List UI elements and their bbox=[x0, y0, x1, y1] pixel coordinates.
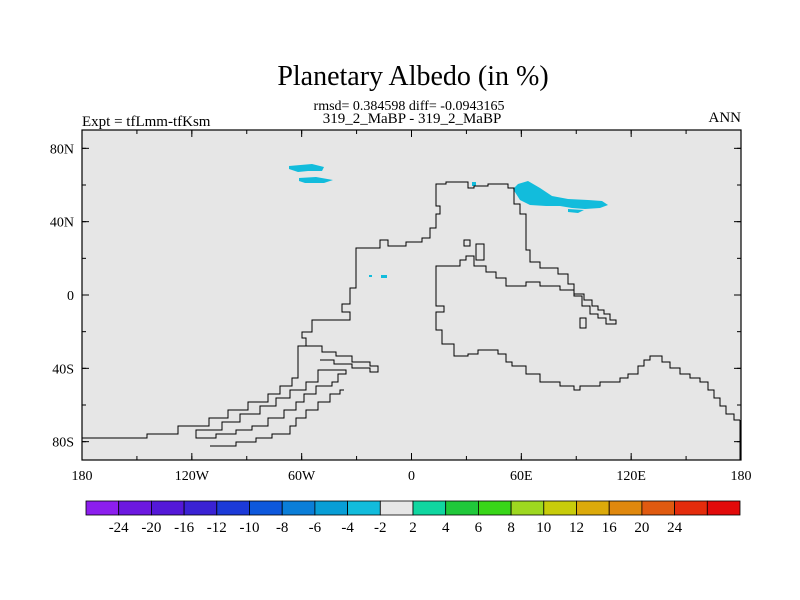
y-tick-label: 80N bbox=[50, 142, 74, 157]
colorbar-swatch bbox=[510, 500, 545, 516]
colorbar-label: 16 bbox=[602, 520, 618, 536]
colorbar-swatch bbox=[347, 500, 381, 516]
y-tick-label: 40N bbox=[50, 216, 74, 231]
lake-small bbox=[463, 239, 471, 247]
x-tick-label: 0 bbox=[408, 469, 415, 484]
anomaly-patch bbox=[513, 181, 608, 209]
colorbar-label: -8 bbox=[276, 520, 289, 536]
colorbar-swatch bbox=[249, 500, 283, 516]
season-label: ANN bbox=[709, 110, 742, 126]
x-tick-label: 180 bbox=[72, 469, 93, 484]
colorbar-swatch bbox=[543, 500, 577, 516]
colorbar: -24 -20 -16 -12 -10 -8 -6 -4 -2 2 4 6 8 10 12 16 20 24 bbox=[85, 500, 741, 536]
anomaly-patch bbox=[568, 209, 584, 213]
colorbar-label: 8 bbox=[507, 520, 515, 536]
inland-sea bbox=[475, 243, 485, 261]
x-tick-label: 120W bbox=[175, 469, 210, 484]
x-tick-label: 60E bbox=[510, 469, 533, 484]
colorbar-label: -4 bbox=[341, 520, 354, 536]
colorbar-label: -12 bbox=[207, 520, 227, 536]
y-tick-label: 0 bbox=[67, 289, 74, 304]
map-background bbox=[82, 130, 741, 460]
colorbar-label: 6 bbox=[475, 520, 483, 536]
colorbar-label: -16 bbox=[174, 520, 194, 536]
colorbar-label: 20 bbox=[634, 520, 649, 536]
colorbar-label: 24 bbox=[667, 520, 683, 536]
colorbar-swatch bbox=[183, 500, 218, 516]
coastlines bbox=[82, 181, 741, 460]
colorbar-label: 4 bbox=[442, 520, 450, 536]
colorbar-swatch bbox=[118, 500, 152, 516]
colorbar-swatch bbox=[314, 500, 348, 516]
colorbar-swatch bbox=[706, 500, 741, 516]
map-axes: 180 120W 60W 0 60E 120E 180 80N 40N 0 40S 80S bbox=[50, 130, 752, 484]
case-line: 319_2_MaBP - 319_2_MaBP bbox=[323, 111, 502, 127]
colorbar-label: -6 bbox=[309, 520, 322, 536]
colorbar-label: -10 bbox=[240, 520, 260, 536]
colorbar-swatch bbox=[477, 500, 512, 516]
colorbar-swatch bbox=[608, 500, 643, 516]
x-tick-label: 180 bbox=[731, 469, 752, 484]
island-east bbox=[579, 317, 587, 329]
colorbar-swatch bbox=[150, 500, 185, 516]
colorbar-swatch bbox=[85, 500, 120, 516]
x-tick-label: 120E bbox=[616, 469, 646, 484]
colorbar-swatch bbox=[641, 500, 676, 516]
colorbar-label: -20 bbox=[141, 520, 161, 536]
coastline-main bbox=[82, 181, 740, 439]
y-tick-label: 80S bbox=[52, 436, 74, 451]
coastline-inner-b bbox=[210, 389, 344, 447]
colorbar-label: 12 bbox=[569, 520, 584, 536]
colorbar-label: -24 bbox=[109, 520, 129, 536]
stats-line: rmsd= 0.384598 diff= -0.0943165 bbox=[314, 99, 505, 114]
colorbar-label: 2 bbox=[409, 520, 417, 536]
anomaly-patch bbox=[289, 164, 324, 172]
anomaly-patches bbox=[289, 164, 608, 278]
colorbar-label: -2 bbox=[374, 520, 387, 536]
colorbar-label: 10 bbox=[536, 520, 551, 536]
experiment-label: Expt = tfLmm-tfKsm bbox=[82, 114, 211, 130]
anomaly-patch bbox=[381, 275, 387, 278]
colorbar-swatch bbox=[412, 500, 447, 516]
x-tick-label: 60W bbox=[288, 469, 316, 484]
map-title: Planetary Albedo (in %) bbox=[277, 61, 548, 92]
anomaly-patch bbox=[299, 177, 333, 183]
colorbar-swatch bbox=[281, 500, 316, 516]
colorbar-swatch bbox=[216, 500, 250, 516]
anomaly-patch bbox=[369, 275, 372, 277]
colorbar-swatch bbox=[379, 500, 414, 516]
colorbar-swatch bbox=[674, 500, 708, 516]
colorbar-swatch bbox=[576, 500, 610, 516]
coastline-arc bbox=[306, 345, 379, 373]
anomaly-patch bbox=[472, 182, 476, 186]
coastline-inner-a bbox=[195, 369, 347, 439]
y-tick-label: 40S bbox=[52, 362, 74, 377]
colorbar-swatch bbox=[445, 500, 479, 516]
